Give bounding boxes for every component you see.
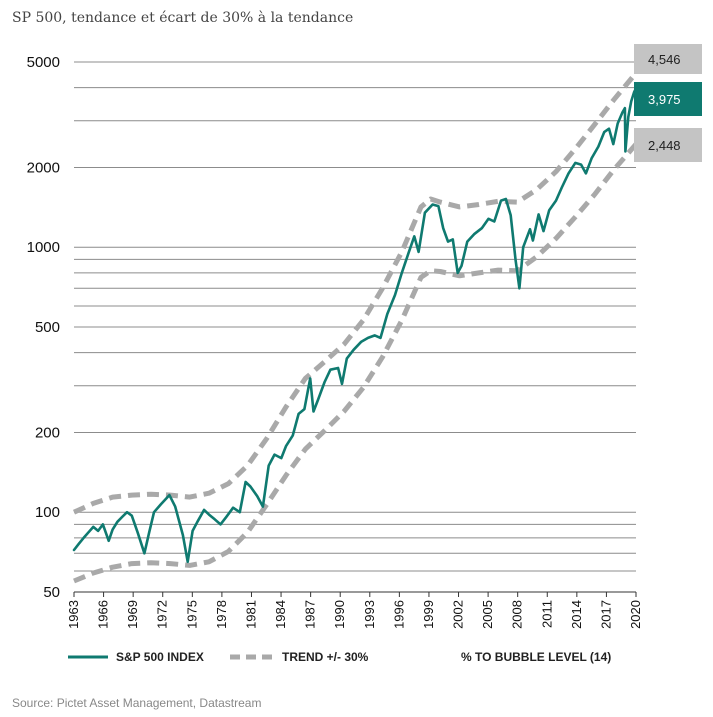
end-label-box (634, 82, 702, 116)
x-tick-label: 1981 (243, 600, 258, 629)
x-tick-label: 1990 (332, 600, 347, 629)
end-label-text: 2,448 (648, 138, 681, 153)
legend-index-label: S&P 500 INDEX (116, 650, 204, 664)
gridlines (74, 61, 636, 572)
x-tick-label: 1963 (66, 600, 81, 629)
end-label-text: 4,546 (648, 52, 681, 67)
x-tick-label: 1978 (214, 600, 229, 629)
trend-band-line (72, 71, 638, 515)
chart-title: SP 500, tendance et écart de 30% à la te… (12, 9, 353, 26)
x-tick-label: 2017 (598, 600, 613, 629)
x-tick-label: 1972 (155, 600, 170, 629)
x-tick-label: 2005 (480, 600, 495, 629)
end-label-box (634, 128, 702, 162)
y-tick-label: 2000 (27, 159, 60, 176)
x-tick-label: 1999 (421, 600, 436, 629)
y-axis-ticks: 50 100 200 500 1000 2000 5000 (27, 54, 60, 601)
x-tick-label: 2011 (539, 600, 554, 628)
legend-bubble-label: % TO BUBBLE LEVEL (14) (461, 650, 611, 664)
legend: S&P 500 INDEX TREND +/- 30% % TO BUBBLE … (68, 650, 611, 664)
y-tick-label: 100 (35, 504, 60, 521)
y-tick-label: 1000 (27, 239, 60, 256)
y-tick-label: 200 (35, 424, 60, 441)
end-value-labels: 4,546 3,975 2,448 (634, 44, 702, 162)
x-tick-label: 1969 (125, 600, 140, 629)
x-tick-label: 1966 (96, 600, 111, 629)
x-tick-label: 2020 (628, 600, 643, 629)
legend-trend-label: TREND +/- 30% (282, 650, 369, 664)
y-tick-label: 50 (43, 584, 60, 601)
y-tick-label: 5000 (27, 54, 60, 71)
x-tick-label: 1993 (362, 600, 377, 629)
x-tick-label: 1987 (303, 600, 318, 629)
trend-band-line (73, 142, 638, 584)
x-tick-label: 2008 (510, 600, 525, 629)
end-label-text: 3,975 (648, 92, 681, 107)
source-note: Source: Pictet Asset Management, Datastr… (12, 696, 261, 710)
x-tick-label: 1996 (391, 600, 406, 629)
x-tick-label: 2002 (451, 600, 466, 629)
x-tick-label: 1984 (273, 600, 288, 629)
x-tick-label: 2014 (569, 600, 584, 629)
series-group (72, 71, 638, 584)
x-axis: 1963 1966 1969 1972 1975 1978 1981 1984 1987 1990… (66, 591, 643, 629)
x-tick-label: 1975 (184, 600, 199, 629)
y-tick-label: 500 (35, 319, 60, 336)
sp500-index-line (72, 87, 638, 564)
end-label-box (634, 44, 702, 74)
